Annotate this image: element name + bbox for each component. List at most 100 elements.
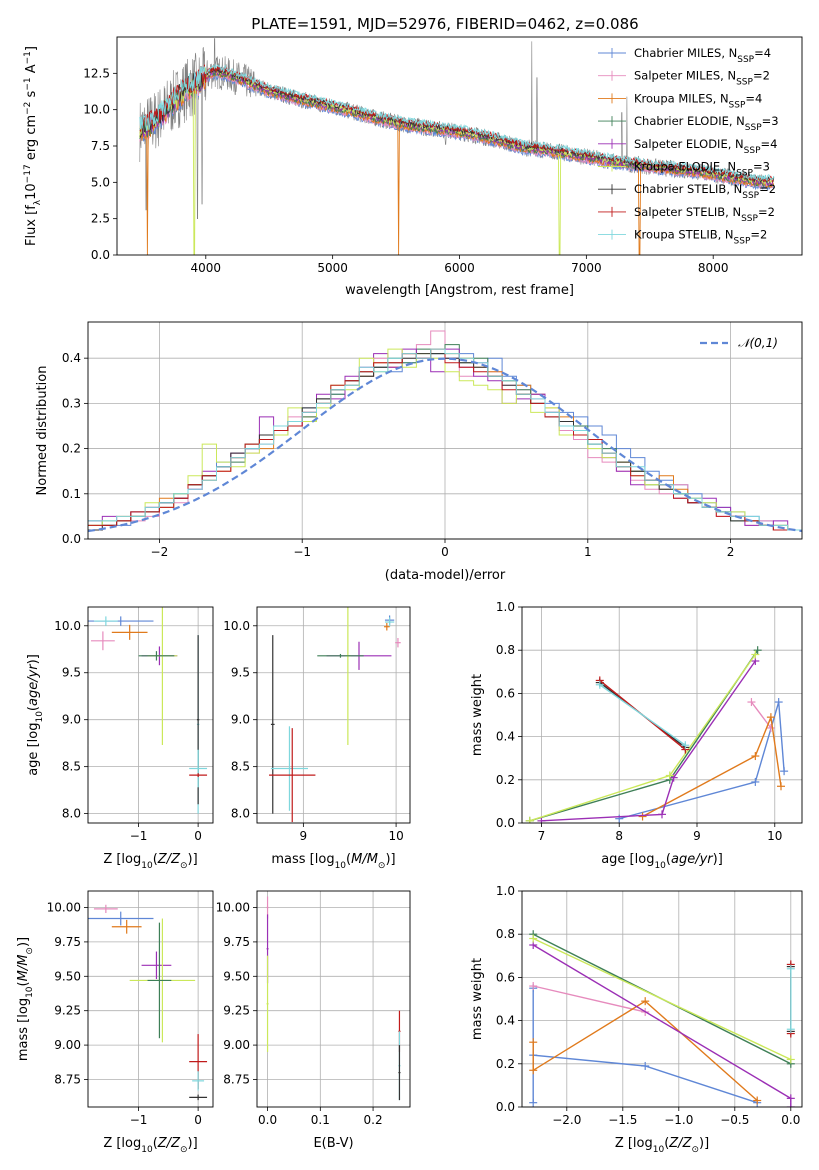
weight-marker: [774, 698, 783, 707]
x-axis-label: Z [log10(Z/Z⊙)]: [103, 852, 197, 871]
legend-label: Salpeter ELODIE, NSSP=4: [634, 137, 777, 156]
weight-marker: [786, 964, 795, 973]
y-tick-label: 0.0: [496, 1100, 515, 1114]
x-tick-label: 0: [194, 1113, 202, 1127]
y-tick-label: 0.6: [496, 686, 515, 700]
weight-line-kroupa-stelib: [599, 684, 686, 746]
y-tick-label: 0.8: [496, 643, 515, 657]
y-tick-label: 9.0: [62, 713, 81, 727]
errorbar-point: [384, 617, 395, 627]
x-tick-label: 9: [693, 829, 701, 843]
weight-marker: [777, 782, 785, 791]
errorbar-point: [141, 951, 172, 980]
weight-marker: [751, 752, 760, 761]
y-tick-label: 12.5: [83, 66, 110, 80]
weight-line-kroupa-elodie: [529, 654, 756, 822]
errorbar-point: [192, 1071, 205, 1091]
axes-frame: [521, 890, 803, 1108]
y-tick-label: 9.50: [54, 969, 81, 983]
errorbar-point: [93, 616, 118, 626]
weight-marker: [786, 1103, 795, 1107]
y-axis-label: mass weight: [470, 674, 485, 756]
plot-area-weight-vs-age: [525, 646, 789, 823]
panel-spectrum: 4000 5000 6000 7000 8000 0.0 2.5 5.0 7.5 10.0 12.5…: [23, 36, 803, 298]
errorbar-point: [269, 728, 316, 823]
y-tick-label: 9.00: [223, 1038, 250, 1052]
x-tick-label: 10: [388, 829, 403, 843]
plot-area-age-vs-Z: [88, 607, 208, 814]
panel-weight-vs-Z: −2.0 −1.5 −1.0 −0.5 0.0 0.0 0.2 0.4 0.6 0.8 1.0 Z […: [470, 884, 803, 1155]
y-tick-label: 10.0: [223, 619, 250, 633]
x-tick-label: −2: [151, 545, 169, 559]
weight-marker: [638, 812, 647, 821]
legend-label: Salpeter MILES, NSSP=2: [634, 69, 770, 88]
x-tick-label: 1: [584, 545, 592, 559]
x-axis-label: Z [log10(Z/Z⊙)]: [103, 1136, 197, 1155]
x-tick-label: 5000: [317, 261, 348, 275]
x-tick-label: 10: [767, 829, 782, 843]
histogram-kroupa-stelib: [88, 348, 802, 531]
y-tick-label: 0.6: [496, 970, 515, 984]
weight-marker: [780, 767, 789, 776]
axes-frame: [256, 890, 411, 1108]
weight-marker: [786, 1025, 795, 1034]
errorbar-point: [111, 919, 142, 934]
x-tick-label: −1.5: [608, 1113, 637, 1127]
panel-age-vs-Z: −1 0 8.0 8.5 9.0 9.5 10.0 Z [log10(Z/Z⊙)] age [l…: [26, 606, 214, 871]
x-tick-label: 0: [441, 545, 449, 559]
weight-marker: [753, 646, 762, 655]
weight-marker: [641, 1061, 650, 1070]
panel-age-vs-mass: 9 10 8.0 8.5 9.0 9.5 10.0 mass [log10(M/M⊙)]: [223, 606, 411, 871]
errorbar-point: [147, 922, 172, 1039]
y-tick-label: 9.0: [231, 713, 250, 727]
weight-line-salpeter-elodie: [532, 944, 792, 1107]
weight-marker: [529, 934, 538, 943]
y-axis-label: Normed distribution: [35, 366, 50, 496]
axes-frame: [256, 606, 411, 824]
x-tick-label: −1.0: [664, 1113, 693, 1127]
y-axis-label: Flux [fλ10−17 erg cm−2 s−1 A−1]: [23, 46, 43, 246]
weight-marker: [751, 777, 760, 786]
errorbar-point: [111, 624, 148, 640]
weight-line-kroupa-miles: [642, 714, 782, 818]
weight-marker: [529, 1038, 538, 1047]
legend-label: Chabrier MILES, NSSP=4: [634, 46, 771, 65]
weight-marker: [658, 810, 666, 819]
y-tick-label: 9.25: [54, 1004, 81, 1018]
y-axis-label: mass [log10(M/M⊙)]: [16, 937, 35, 1061]
weight-line-chabrier-miles: [619, 701, 785, 820]
x-tick-label: 6000: [444, 261, 475, 275]
x-tick-label: 0: [194, 829, 202, 843]
axes-frame: [87, 890, 214, 1108]
weight-line-salpeter-miles: [533, 985, 646, 1013]
x-axis-label: mass [log10(M/M⊙)]: [271, 852, 395, 871]
y-tick-label: 0.2: [496, 773, 515, 787]
y-tick-label: 10.00: [216, 901, 250, 915]
normal-curve: [88, 357, 802, 533]
y-tick-label: 9.25: [223, 1004, 250, 1018]
weight-line-kroupa-miles: [532, 1000, 758, 1102]
y-tick-label: 0.0: [62, 532, 81, 546]
y-tick-label: 0.0: [91, 248, 110, 262]
legend-label: Salpeter STELIB, NSSP=2: [634, 205, 775, 224]
x-tick-label: −1: [293, 545, 311, 559]
y-tick-label: 0.4: [496, 730, 515, 744]
figure-title: PLATE=1591, MJD=52976, FIBERID=0462, z=0…: [251, 15, 638, 33]
x-tick-label: −2.0: [552, 1113, 581, 1127]
weight-marker: [681, 741, 690, 750]
panel-weight-vs-age: 7 8 9 10 0.0 0.2 0.4 0.6 0.8 1.0 age [log10(age/yr…: [470, 600, 803, 871]
weight-marker: [529, 982, 538, 991]
weight-marker: [525, 816, 534, 823]
weight-marker: [766, 713, 775, 722]
legend: Chabrier MILES, NSSP=4 Salpeter MILES, NS…: [598, 46, 779, 247]
errorbar-point: [93, 904, 118, 914]
x-tick-label: 8: [615, 829, 623, 843]
model-spectrum-kroupa-stelib: [139, 63, 775, 182]
y-tick-label: 0.2: [62, 442, 81, 456]
y-tick-label: 9.5: [62, 666, 81, 680]
y-tick-label: 0.4: [62, 351, 81, 365]
y-tick-label: 0.0: [496, 816, 515, 830]
axes-frame: [116, 36, 803, 256]
y-tick-label: 10.0: [83, 103, 110, 117]
weight-marker: [751, 650, 760, 659]
